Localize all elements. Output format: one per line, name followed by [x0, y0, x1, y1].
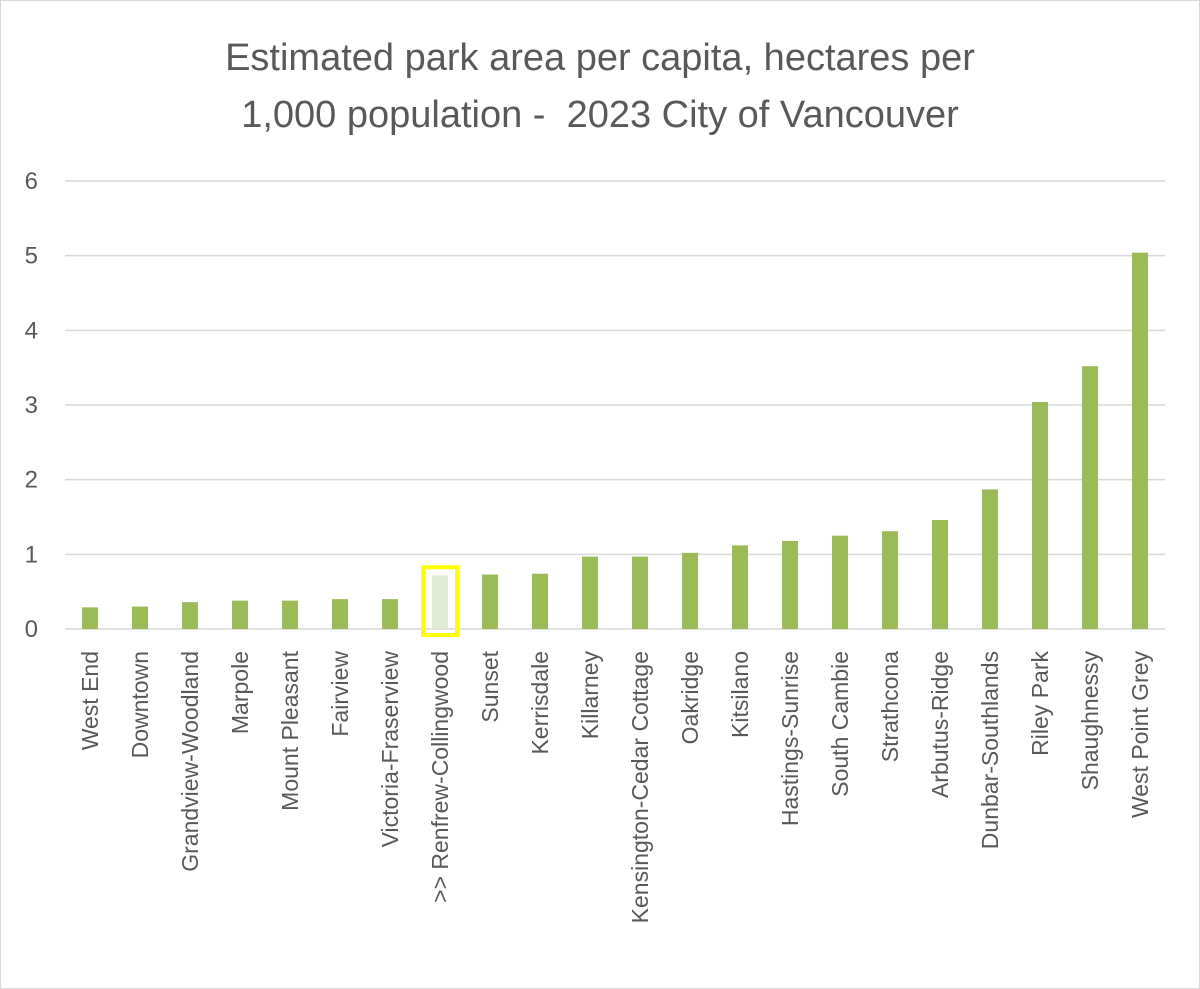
y-tick-label: 5 — [25, 243, 38, 270]
x-tick-label: Arbutus-Ridge — [927, 651, 953, 798]
y-tick-label: 1 — [25, 541, 38, 568]
x-tick-label: West Point Grey — [1127, 651, 1153, 819]
x-axis-tick-labels: West End Downtown Grandview-Woodland Marpol… — [77, 650, 1153, 923]
bar-shaughnessy — [1082, 366, 1098, 629]
x-tick-label: Hastings-Sunrise — [777, 651, 803, 826]
y-tick-label: 2 — [25, 467, 38, 494]
x-tick-label: South Cambie — [827, 651, 853, 797]
x-tick-label: Downtown — [127, 651, 153, 758]
y-axis-tick-labels: 0 1 2 3 4 5 6 — [25, 168, 38, 643]
x-tick-label: Kitsilano — [727, 651, 753, 738]
x-tick-label: Kerrisdale — [527, 651, 553, 755]
x-tick-label: Dunbar-Southlands — [977, 651, 1003, 849]
chart-title: Estimated park area per capita, hectares… — [0, 30, 1200, 144]
bar-kensington-cedar-cottage — [632, 556, 648, 629]
bar-west-end — [82, 607, 98, 629]
chart-title-line-2: 1,000 population - 2023 City of Vancouve… — [241, 94, 959, 136]
x-tick-label: Kensington-Cedar Cottage — [627, 651, 653, 923]
bar-south-cambie — [832, 535, 848, 629]
x-tick-label: Shaughnessy — [1077, 651, 1103, 791]
bar-dunbar-southlands — [982, 489, 998, 629]
bar-hastings-sunrise — [782, 540, 798, 629]
bar-fairview — [332, 599, 348, 629]
y-tick-label: 6 — [25, 168, 38, 195]
x-tick-label: Sunset — [477, 650, 503, 722]
bar-west-point-grey — [1132, 252, 1148, 629]
bar-killarney — [582, 556, 598, 629]
chart-title-line-1: Estimated park area per capita, hectares… — [225, 37, 975, 79]
bar-kerrisdale — [532, 573, 548, 629]
bar-grandview-woodland — [182, 602, 198, 629]
x-tick-label: Victoria-Fraserview — [377, 651, 403, 848]
gridlines — [65, 180, 1165, 630]
bars — [82, 252, 1148, 637]
highlight-box — [421, 565, 459, 637]
bar-downtown — [132, 606, 148, 629]
bar-marpole — [232, 600, 248, 629]
y-tick-label: 0 — [25, 616, 38, 643]
x-tick-label: Marpole — [227, 651, 253, 734]
x-tick-label: Riley Park — [1027, 651, 1053, 756]
x-tick-label: Grandview-Woodland — [177, 651, 203, 872]
bar-sunset — [482, 574, 498, 629]
x-tick-label: Oakridge — [677, 651, 703, 744]
x-tick-label: Killarney — [577, 651, 603, 740]
x-tick-label: Fairview — [327, 651, 353, 737]
x-tick-label: >> Renfrew-Collingwood — [427, 651, 453, 903]
bar-strathcona — [882, 531, 898, 629]
x-tick-label: Strathcona — [877, 651, 903, 762]
bar-arbutus-ridge — [932, 519, 948, 629]
y-tick-label: 4 — [25, 317, 38, 344]
bar-oakridge — [682, 552, 698, 629]
bar-riley-park — [1032, 402, 1048, 629]
x-tick-label: Mount Pleasant — [277, 650, 303, 810]
bar-victoria-fraserview — [382, 599, 398, 629]
x-tick-label: West End — [77, 651, 103, 750]
y-tick-label: 3 — [25, 392, 38, 419]
bar-mount-pleasant — [282, 600, 298, 629]
bar-kitsilano — [732, 545, 748, 629]
bar-renfrew-collingwood — [432, 575, 448, 629]
